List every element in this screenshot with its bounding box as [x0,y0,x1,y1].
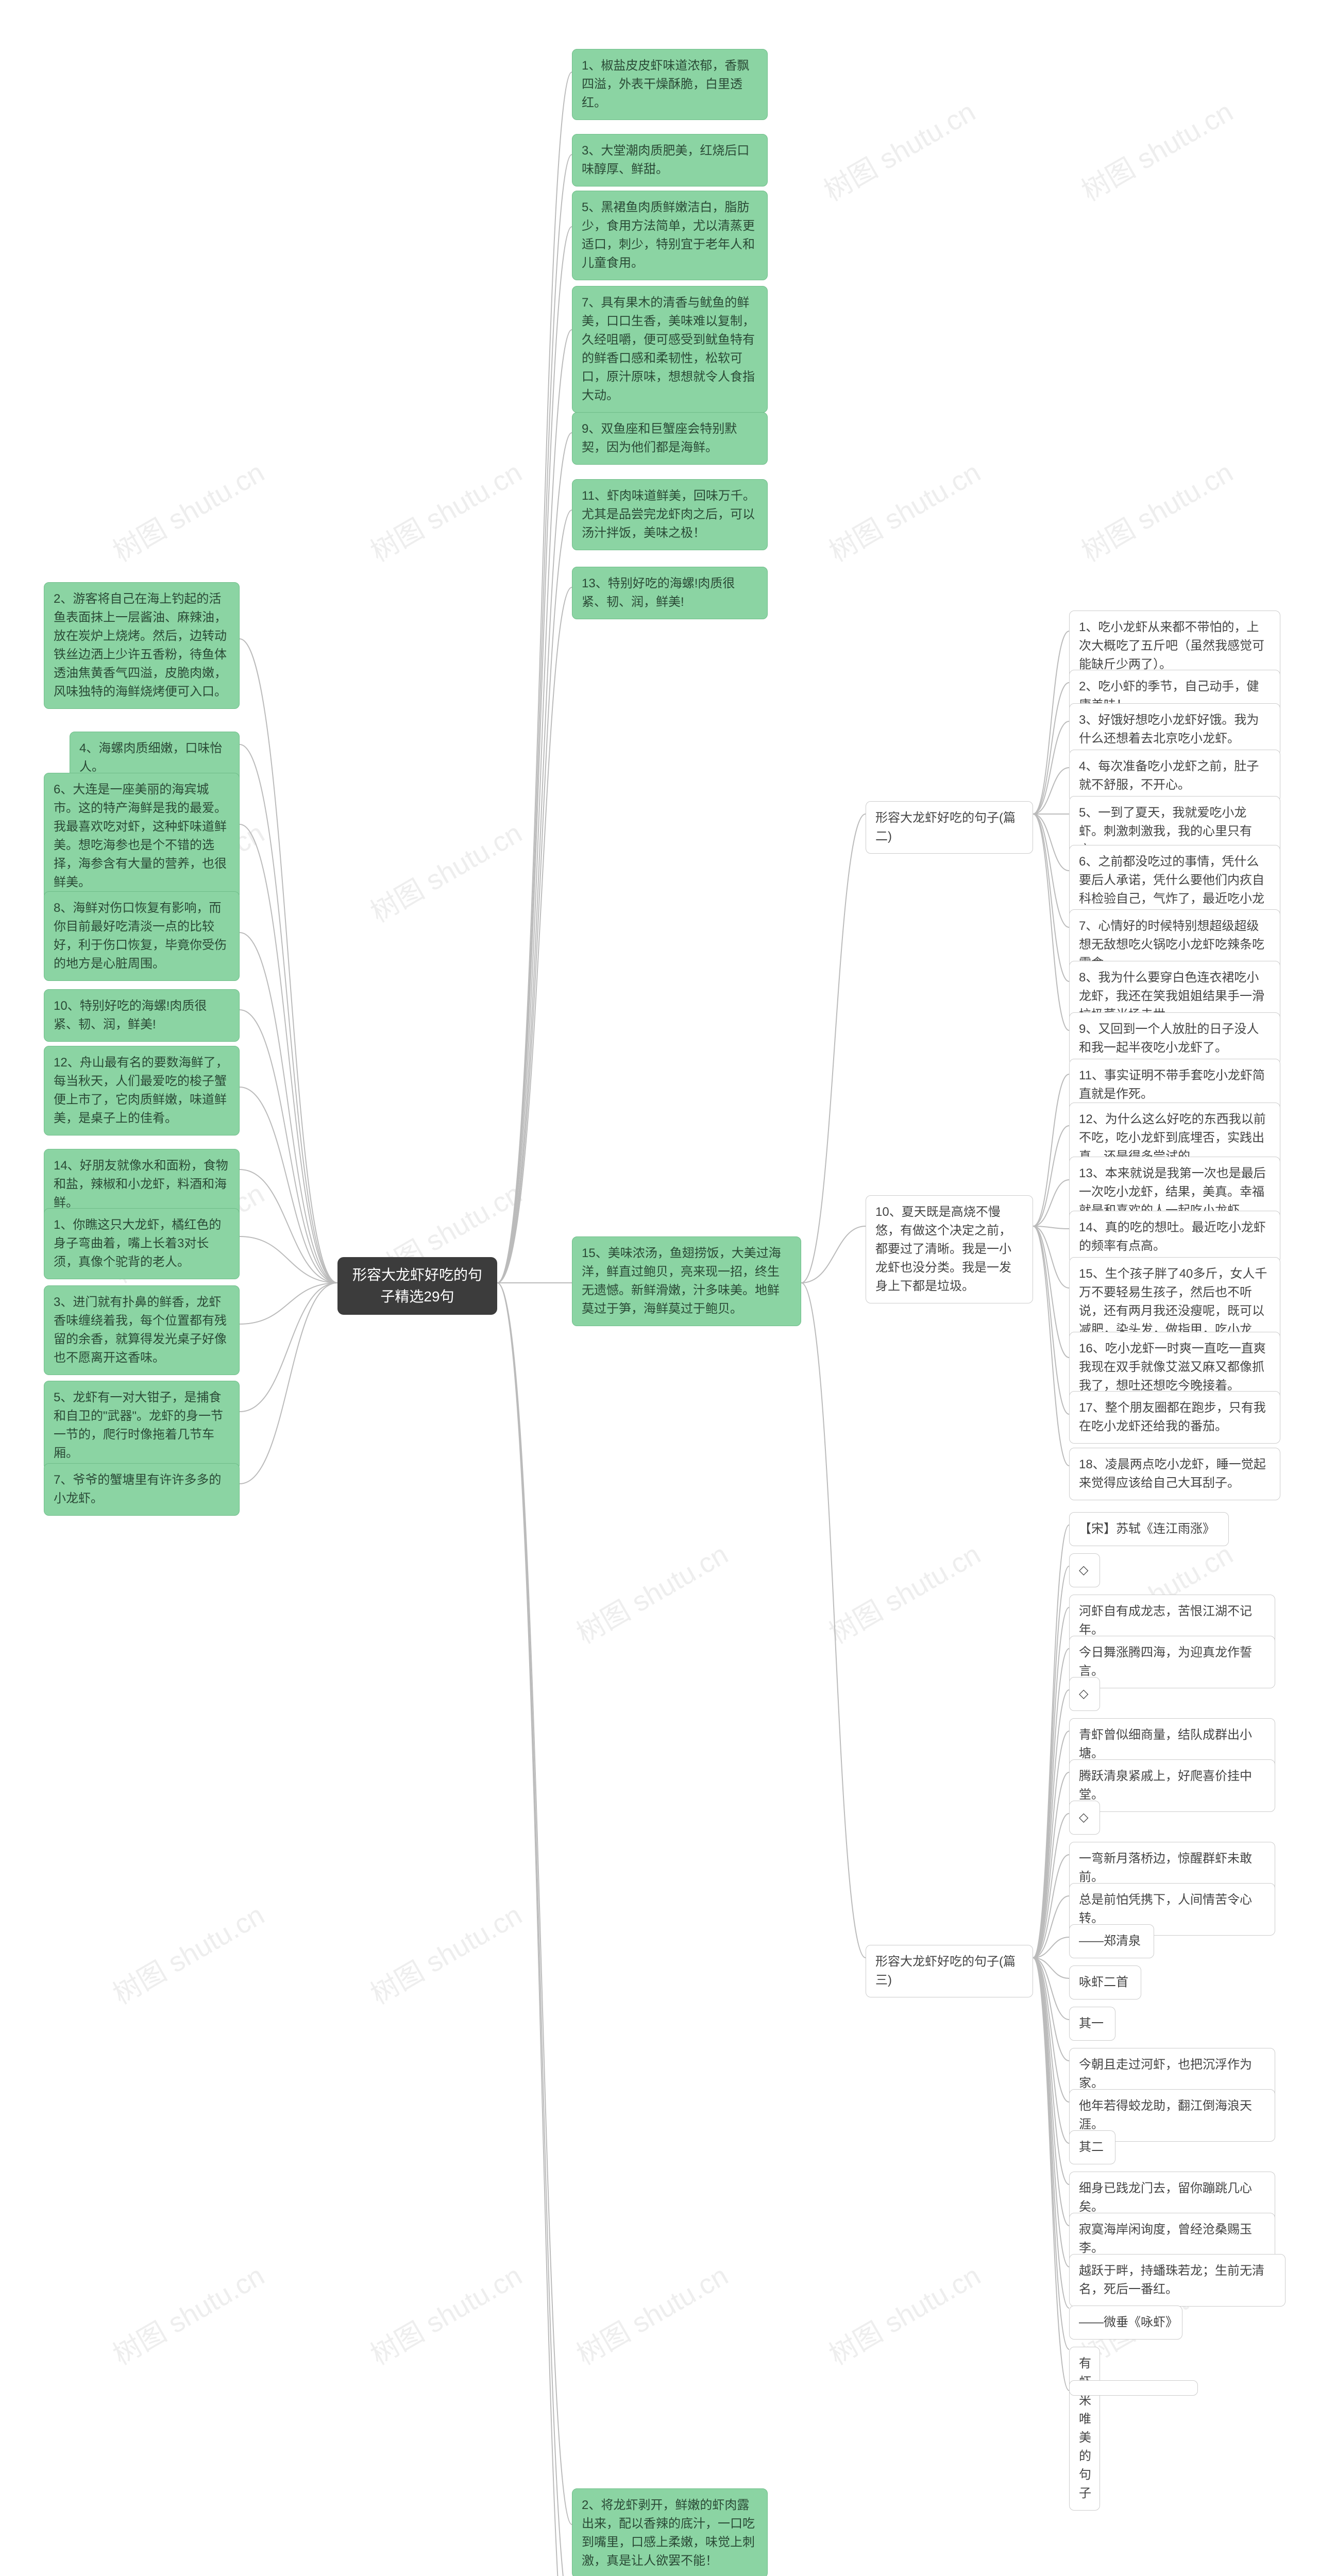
left-node: 2、游客将自己在海上钓起的活鱼表面抹上一层酱油、麻辣油，放在炭炉上烧烤。然后，边… [44,582,240,709]
branch3-item: 【宋】苏轼《连江雨涨》 [1069,1512,1229,1546]
left-node: 3、进门就有扑鼻的鲜香，龙虾香味缠绕着我，每个位置都有残留的余香，就算得发光桌子… [44,1285,240,1375]
branch2b-label: 10、夏天既是高烧不慢悠，有做这个决定之前，都要过了清晰。我是一小龙虾也没分类。… [866,1195,1033,1303]
branch2-item: 4、每次准备吃小龙虾之前，肚子就不舒服，不开心。 [1069,750,1280,802]
watermark: 树图 shutu.cn [104,1893,270,2012]
watermark: 树图 shutu.cn [362,2253,528,2373]
left-node: 12、舟山最有名的要数海鲜了，每当秋天，人们最爱吃的梭子蟹便上市了，它肉质鲜嫩，… [44,1046,240,1136]
top-green-node: 11、虾肉味道鲜美，回味万千。尤其是品尝完龙虾肉之后，可以汤汁拌饭，美味之极！ [572,479,768,550]
top-green-node: 3、大堂潮肉质肥美，红烧后口味醇厚、鲜甜。 [572,134,768,187]
branch3-item: ——微垂《咏虾》 [1069,2306,1182,2340]
top-green-node: 5、黑裙鱼肉质鲜嫩洁白，脂肪少，食用方法简单，尤以清蒸更适口，刺少，特别宜于老年… [572,191,768,280]
root-node: 形容大龙虾好吃的句子精选29句 [337,1257,497,1315]
branch3-item [1069,2380,1198,2396]
left-node: 6、大连是一座美丽的海宾城市。这的特产海鲜是我的最爱。我最喜欢吃对虾，这种虾味道… [44,773,240,900]
watermark: 树图 shutu.cn [104,2253,270,2373]
left-node: 1、你瞧这只大龙虾，橘红色的身子弯曲着，嘴上长着3对长须，真像个驼背的老人。 [44,1208,240,1279]
left-node: 10、特别好吃的海螺!肉质很紧、韧、润，鲜美! [44,989,240,1042]
branch3-item: ◇ [1069,1801,1100,1835]
watermark: 树图 shutu.cn [568,1532,734,1652]
top-green-node: 7、具有果木的清香与鱿鱼的鲜美，口口生香，美味难以复制，久经咀嚼，便可感受到鱿鱼… [572,286,768,413]
watermark: 树图 shutu.cn [362,450,528,570]
branch3-item: 其一 [1069,2007,1115,2041]
branch2b-item: 14、真的吃的想吐。最近吃小龙虾的频率有点高。 [1069,1211,1280,1263]
watermark: 树图 shutu.cn [820,2253,987,2373]
watermark: 树图 shutu.cn [820,450,987,570]
watermark: 树图 shutu.cn [362,1893,528,2012]
branch3-item: 今日舞涨腾四海，为迎真龙作誓言。 [1069,1636,1275,1688]
branch2b-item: 18、凌晨两点吃小龙虾，睡一觉起来觉得应该给自己大耳刮子。 [1069,1448,1280,1500]
watermark: 树图 shutu.cn [104,450,270,570]
branch3-item: ◇ [1069,1553,1100,1587]
top-green-node: 13、特别好吃的海螺!肉质很紧、韧、润，鲜美! [572,567,768,619]
watermark: 树图 shutu.cn [820,1532,987,1652]
watermark: 树图 shutu.cn [362,811,528,930]
left-node: 7、爷爷的蟹塘里有许许多多的小龙虾。 [44,1463,240,1516]
left-node: 8、海鲜对伤口恢复有影响，而你目前最好吃清淡一点的比较好，利于伤口恢复，毕竟你受… [44,891,240,981]
branch3-item: 其二 [1069,2130,1115,2164]
branch3-item: ◇ [1069,1677,1100,1711]
watermark: 树图 shutu.cn [815,90,982,209]
branch3-item: 越跃于畔，持蟠珠若龙；生前无清名，死后一番红。 [1069,2254,1286,2307]
branch3-label: 形容大龙虾好吃的句子(篇三) [866,1945,1033,1997]
mid-green-node: 15、美味浓汤，鱼翅捞饭，大美过海洋，鲜直过鲍贝，亮来现一招，终生无遗憾。新鲜滑… [572,1236,801,1326]
bottom-green-node: 2、将龙虾剥开，鲜嫩的虾肉露出来，配以香辣的底汁，一口吃到嘴里，口感上柔嫩，味觉… [572,2488,768,2576]
branch2b-item: 17、整个朋友圈都在跑步，只有我在吃小龙虾还给我的番茄。 [1069,1391,1280,1444]
branch3-item: 腾跃清泉紧戚上，好爬喜价挂中堂。 [1069,1759,1275,1812]
watermark: 树图 shutu.cn [1073,450,1239,570]
watermark: 树图 shutu.cn [568,2253,734,2373]
branch2-label: 形容大龙虾好吃的句子(篇二) [866,801,1033,854]
branch3-item: ——郑清泉 [1069,1924,1154,1958]
top-green-node: 9、双鱼座和巨蟹座会特别默契，因为他们都是海鲜。 [572,412,768,465]
top-green-node: 1、椒盐皮皮虾味道浓郁，香飘四溢，外表干燥酥脆，白里透红。 [572,49,768,120]
branch3-item: 咏虾二首 [1069,1965,1141,1999]
branch3-item: 有虾米唯美的句子 [1069,2347,1100,2511]
watermark: 树图 shutu.cn [1073,90,1239,209]
branch2-item: 3、好饿好想吃小龙虾好饿。我为什么还想着去北京吃小龙虾。 [1069,703,1280,756]
left-node: 5、龙虾有一对大钳子，是捕食和自卫的"武器"。龙虾的身一节一节的，爬行时像拖着几… [44,1381,240,1470]
branch2-item: 9、又回到一个人放肚的日子没人和我一起半夜吃小龙虾了。 [1069,1012,1280,1065]
